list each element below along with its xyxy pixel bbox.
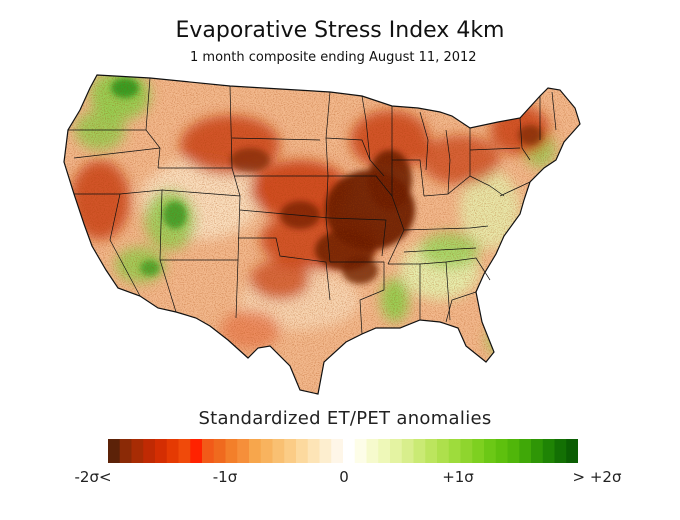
map-title: Evaporative Stress Index 4km: [175, 18, 505, 43]
colorbar-swatch: [448, 439, 461, 463]
colorbar-swatch: [331, 439, 344, 463]
legend-tick-plus-2sigma: > +2σ: [572, 468, 622, 486]
colorbar-swatch: [366, 439, 379, 463]
colorbar-swatch: [472, 439, 485, 463]
legend-colorbar: [108, 439, 578, 463]
legend-tick-zero: 0: [339, 468, 349, 486]
colorbar-swatch: [178, 439, 191, 463]
colorbar-swatch: [484, 439, 497, 463]
colorbar-swatch: [542, 439, 555, 463]
colorbar-swatch: [190, 439, 203, 463]
colorbar-swatch: [249, 439, 262, 463]
colorbar-swatch: [554, 439, 567, 463]
colorbar-swatch: [354, 439, 367, 463]
colorbar-swatch: [460, 439, 473, 463]
colorbar-swatch: [202, 439, 215, 463]
legend-tick-minus-2sigma: -2σ<: [74, 468, 112, 486]
colorbar-swatch: [343, 439, 356, 463]
colorbar-swatch: [307, 439, 320, 463]
colorbar-swatch: [260, 439, 273, 463]
colorbar-swatch: [566, 439, 578, 463]
colorbar-swatch: [319, 439, 332, 463]
colorbar-swatch: [166, 439, 179, 463]
legend-title: Standardized ET/PET anomalies: [198, 408, 492, 429]
us-esi-map: [63, 74, 581, 395]
colorbar-swatch: [213, 439, 226, 463]
colorbar-swatch: [108, 439, 121, 463]
colorbar-swatch: [143, 439, 156, 463]
colorbar-swatch: [413, 439, 426, 463]
colorbar-swatch: [425, 439, 438, 463]
colorbar-swatch: [390, 439, 403, 463]
colorbar-swatch: [495, 439, 508, 463]
esi-raster: [64, 75, 580, 394]
colorbar-swatch: [131, 439, 144, 463]
colorbar-swatch: [507, 439, 520, 463]
colorbar-swatch: [225, 439, 238, 463]
legend-tick-minus-1sigma: -1σ: [212, 468, 238, 486]
colorbar-swatch: [296, 439, 309, 463]
colorbar-swatch: [284, 439, 297, 463]
legend-tick-plus-1sigma: +1σ: [442, 468, 474, 486]
colorbar-swatch: [531, 439, 544, 463]
colorbar-swatch: [155, 439, 168, 463]
colorbar-swatch: [119, 439, 132, 463]
colorbar-swatch: [437, 439, 450, 463]
colorbar-swatch: [272, 439, 285, 463]
colorbar-swatch: [519, 439, 532, 463]
colorbar-swatch: [401, 439, 414, 463]
colorbar-swatch: [378, 439, 391, 463]
map-subtitle: 1 month composite ending August 11, 2012: [190, 50, 477, 65]
colorbar-swatch: [237, 439, 250, 463]
state-borders: [68, 77, 557, 335]
